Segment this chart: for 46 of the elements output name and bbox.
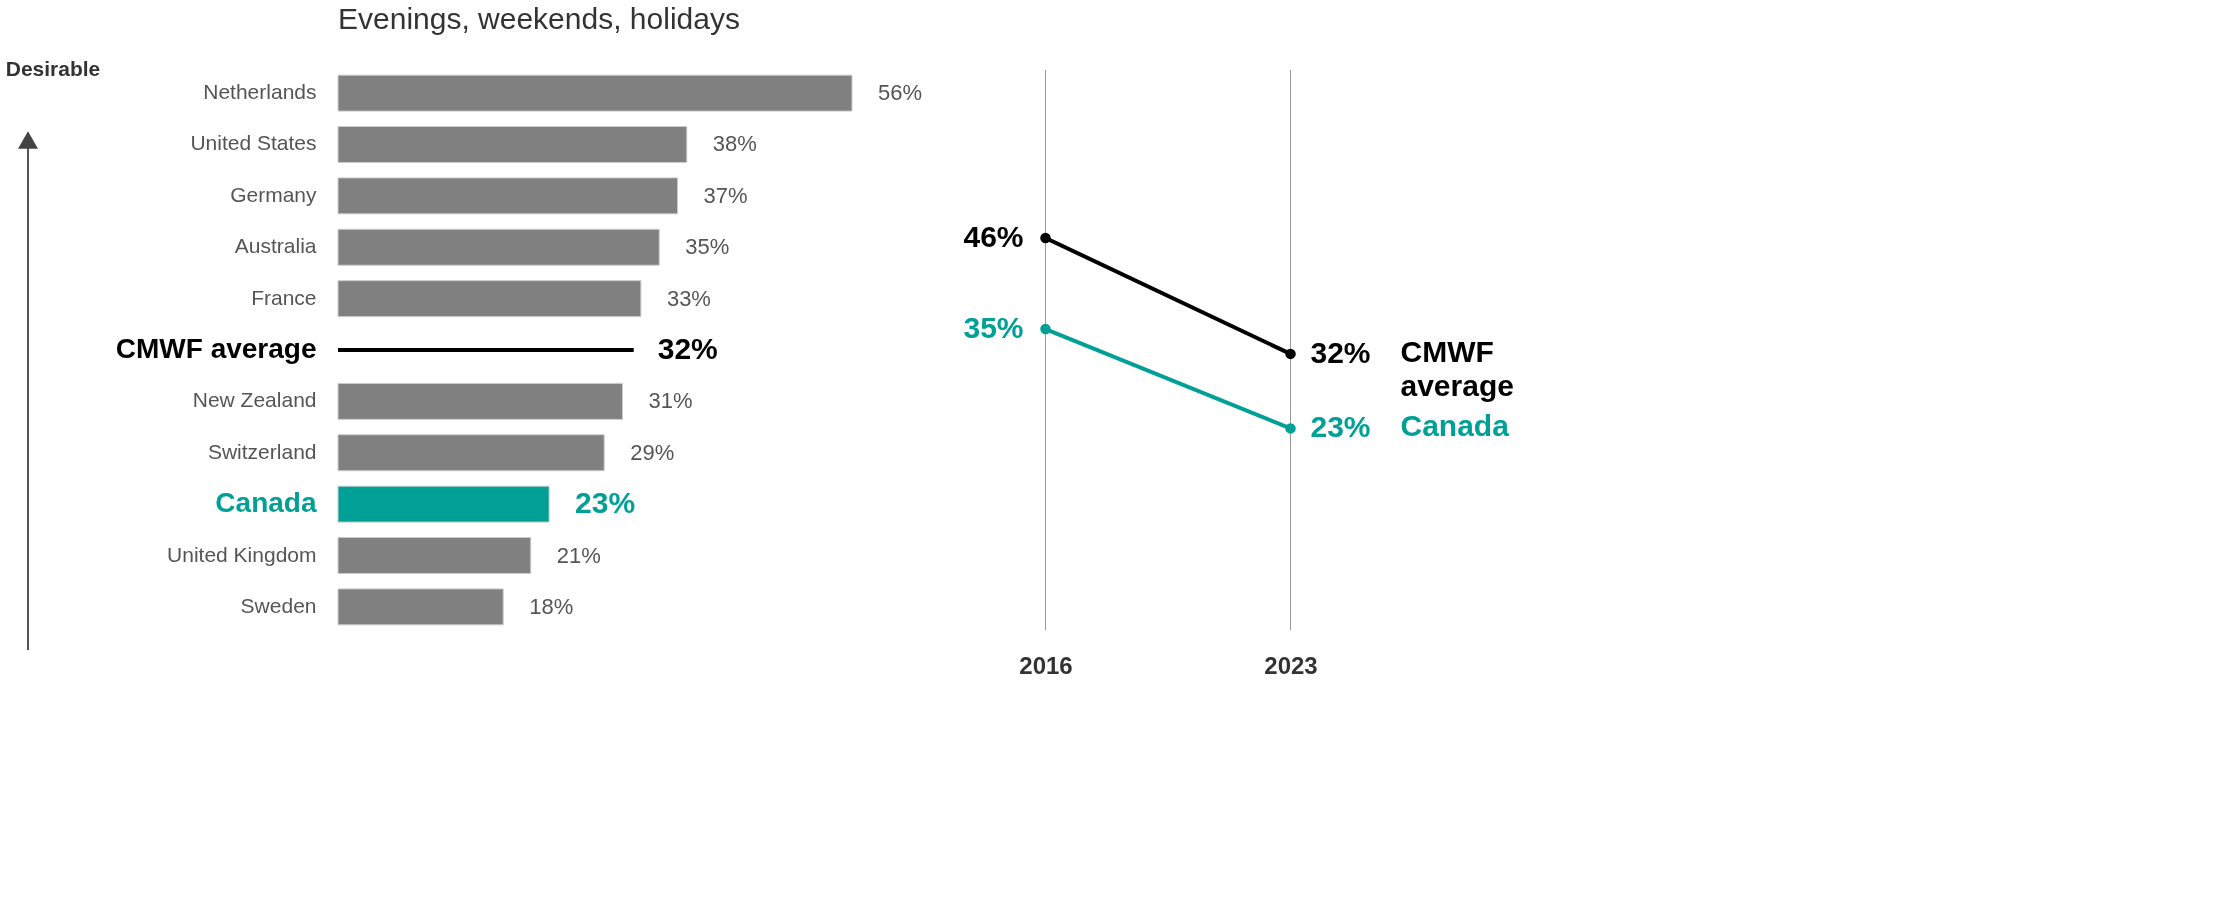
x-tick-label: 2016 (1019, 651, 1073, 679)
data-label: 35% (963, 311, 1024, 345)
y-tick-label: Sweden (240, 593, 317, 617)
y-tick-label: United States (190, 131, 317, 155)
text: CMWF average (1400, 334, 1514, 402)
y-tick-label: United Kingdom (167, 542, 317, 566)
y-tick-label: New Zealand (192, 388, 317, 412)
point (1285, 423, 1296, 434)
data-label: 23% (1310, 410, 1371, 444)
point (1285, 348, 1296, 360)
y-tick-label: Switzerland (207, 439, 317, 463)
bar (337, 126, 688, 163)
data-label: 29% (630, 439, 675, 465)
bar (337, 434, 605, 472)
bar (337, 485, 550, 523)
chart-title: Evenings, weekends, holidays (338, 2, 740, 35)
point (1040, 323, 1051, 335)
y-tick-label: Germany (230, 182, 317, 206)
bar (337, 537, 532, 574)
y-tick-label: Canada (215, 487, 317, 519)
y-tick-label: France (251, 285, 317, 309)
data-label: 31% (648, 388, 693, 414)
data-label: 46% (963, 220, 1024, 253)
data-label: 21% (556, 542, 601, 568)
data-label: 37% (703, 182, 748, 208)
data-label: 32% (1310, 335, 1371, 369)
bar (337, 588, 504, 626)
bar (337, 177, 679, 215)
data-label: 35% (685, 234, 730, 260)
x-tick-label: 2023 (1264, 651, 1318, 679)
y-tick-label: Netherlands (203, 80, 317, 104)
data-label: 56% (878, 80, 923, 106)
bar (337, 382, 624, 420)
data-label: 23% (575, 486, 636, 520)
data-label: 18% (529, 593, 574, 619)
y-tick-label: Australia (234, 234, 317, 258)
bar (337, 228, 660, 266)
text: Desirable (5, 57, 101, 80)
text: Canada (1400, 409, 1510, 443)
data-label: 32% (657, 332, 718, 365)
y-tick-label: CMWF average (115, 333, 317, 364)
data-label: 38% (712, 131, 757, 157)
bar (337, 280, 642, 318)
bar (337, 74, 853, 112)
data-label: 33% (666, 285, 711, 311)
point (1040, 232, 1051, 244)
